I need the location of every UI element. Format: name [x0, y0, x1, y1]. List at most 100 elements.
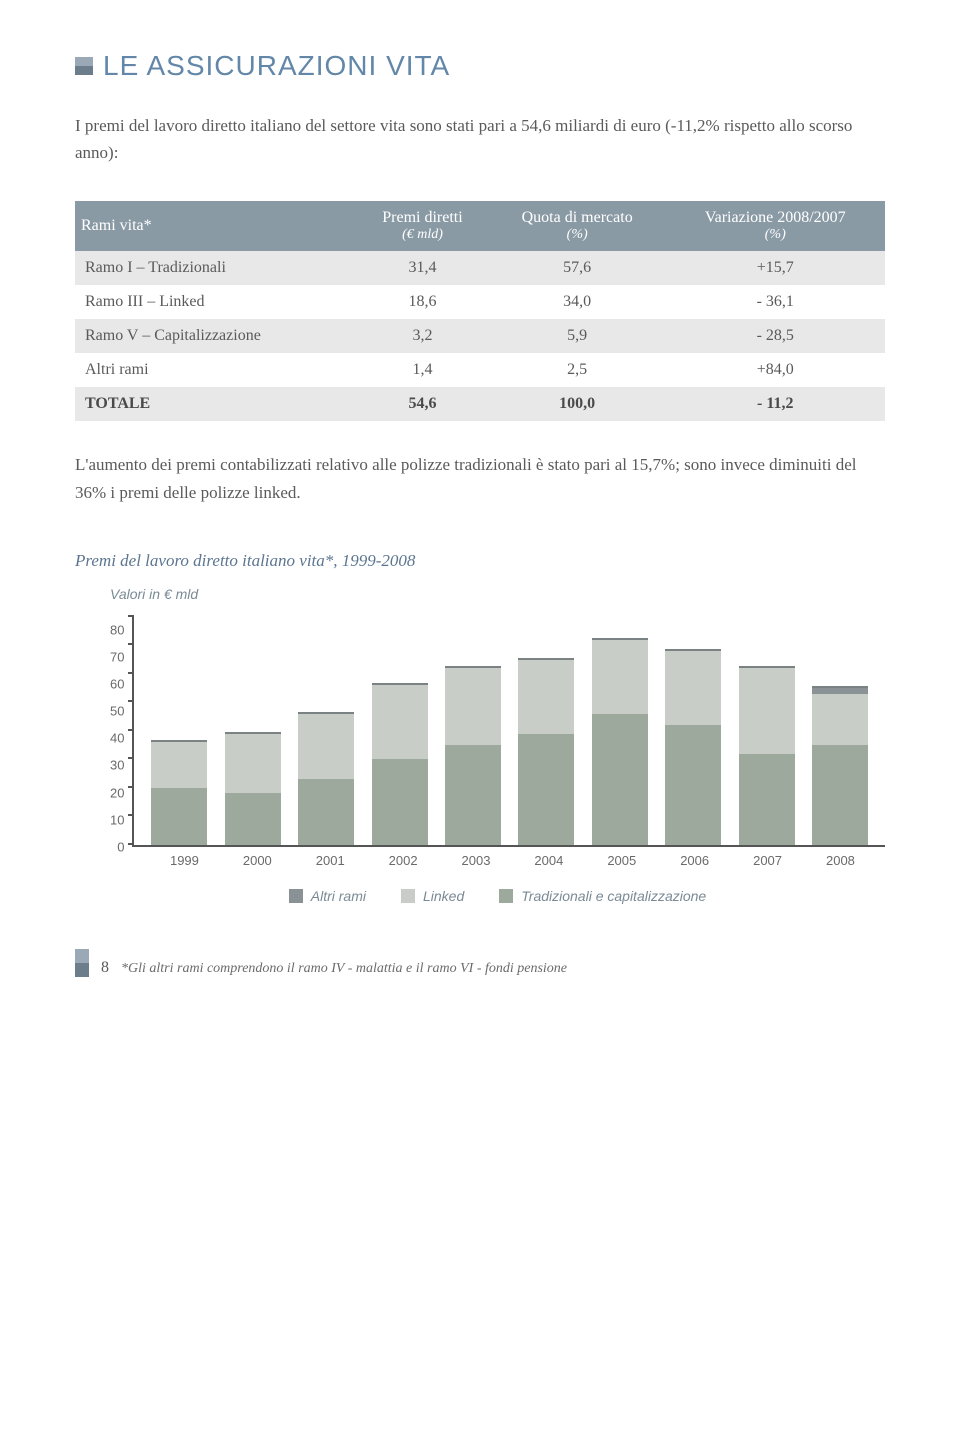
- y-tick-label: 40: [110, 732, 124, 745]
- x-axis-labels: 1999200020012002200320042005200620072008: [140, 847, 885, 868]
- stacked-bar: [812, 617, 868, 845]
- col-header: Rami vita*: [75, 201, 356, 251]
- table-cell: - 28,5: [666, 319, 885, 353]
- intro-paragraph: I premi del lavoro diretto italiano del …: [75, 112, 885, 166]
- bar-segment: [372, 759, 428, 845]
- bar-segment: [592, 640, 648, 714]
- table-cell: Ramo V – Capitalizzazione: [75, 319, 356, 353]
- table-cell: 100,0: [489, 387, 666, 421]
- stacked-bar: [151, 617, 207, 845]
- rami-table: Rami vita* Premi diretti(€ mld) Quota di…: [75, 201, 885, 421]
- bar-segment: [372, 685, 428, 759]
- stacked-bar: [518, 617, 574, 845]
- stacked-bar: [592, 617, 648, 845]
- legend-label: Altri rami: [311, 888, 366, 904]
- legend-item: Linked: [401, 888, 464, 904]
- chart-subtitle: Valori in € mld: [110, 586, 885, 602]
- y-tick-label: 0: [117, 840, 124, 853]
- stacked-bar-chart: 01020304050607080: [110, 617, 885, 847]
- y-tick-label: 60: [110, 678, 124, 691]
- y-tick-label: 10: [110, 813, 124, 826]
- x-tick-label: 2004: [521, 853, 577, 868]
- bar-segment: [812, 745, 868, 845]
- table-cell: +15,7: [666, 251, 885, 285]
- bar-segment: [298, 779, 354, 845]
- chart-legend: Altri rami Linked Tradizionali e capital…: [110, 888, 885, 904]
- table-cell: +84,0: [666, 353, 885, 387]
- x-tick-label: 2008: [812, 853, 868, 868]
- y-tick-label: 70: [110, 650, 124, 663]
- bar-column: [739, 617, 795, 845]
- plot-area: [132, 617, 885, 847]
- table-row: Ramo III – Linked18,634,0- 36,1: [75, 285, 885, 319]
- bar-segment: [518, 734, 574, 845]
- table-cell: 57,6: [489, 251, 666, 285]
- table-cell: 34,0: [489, 285, 666, 319]
- bar-segment: [665, 651, 721, 725]
- table-cell: 3,2: [356, 319, 489, 353]
- legend-item: Tradizionali e capitalizzazione: [499, 888, 706, 904]
- body-paragraph: L'aumento dei premi contabilizzati relat…: [75, 451, 885, 505]
- stacked-bar: [665, 617, 721, 845]
- bar-segment: [812, 686, 868, 694]
- stacked-bar: [372, 617, 428, 845]
- x-tick-label: 2000: [229, 853, 285, 868]
- table-cell: 1,4: [356, 353, 489, 387]
- col-header: Quota di mercato(%): [489, 201, 666, 251]
- stacked-bar: [298, 617, 354, 845]
- bar-column: [665, 617, 721, 845]
- table-row: Ramo V – Capitalizzazione3,25,9- 28,5: [75, 319, 885, 353]
- table-cell: 18,6: [356, 285, 489, 319]
- footnote-text: *Gli altri rami comprendono il ramo IV -…: [121, 961, 885, 977]
- bar-segment: [298, 714, 354, 780]
- table-row: Altri rami1,42,5+84,0: [75, 353, 885, 387]
- table-cell: - 11,2: [666, 387, 885, 421]
- table-cell: - 36,1: [666, 285, 885, 319]
- page-number: 8: [101, 959, 109, 977]
- table-row: TOTALE54,6100,0- 11,2: [75, 387, 885, 421]
- bar-column: [225, 617, 281, 845]
- legend-label: Linked: [423, 888, 464, 904]
- table-cell: 5,9: [489, 319, 666, 353]
- legend-item: Altri rami: [289, 888, 366, 904]
- title-row: LE ASSICURAZIONI VITA: [75, 50, 885, 82]
- x-tick-label: 2001: [302, 853, 358, 868]
- x-tick-label: 1999: [156, 853, 212, 868]
- stacked-bar: [739, 617, 795, 845]
- y-tick-label: 20: [110, 786, 124, 799]
- bar-segment: [445, 745, 501, 845]
- table-row: Ramo I – Tradizionali31,457,6+15,7: [75, 251, 885, 285]
- bar-segment: [592, 714, 648, 845]
- bar-column: [518, 617, 574, 845]
- footnote-row: 8 *Gli altri rami comprendono il ramo IV…: [75, 949, 885, 977]
- bar-column: [445, 617, 501, 845]
- y-axis: 01020304050607080: [110, 617, 132, 847]
- swatch-icon: [401, 889, 415, 903]
- legend-label: Tradizionali e capitalizzazione: [521, 888, 706, 904]
- y-tick-label: 80: [110, 623, 124, 636]
- table-cell: Altri rami: [75, 353, 356, 387]
- y-tick-label: 30: [110, 759, 124, 772]
- bar-segment: [812, 694, 868, 745]
- chart-container: Valori in € mld 0 10 20 30 40 50 60 70 80 1999 20…: [75, 586, 885, 904]
- x-tick-label: 2006: [667, 853, 723, 868]
- bar-segment: [445, 668, 501, 745]
- table-cell: 31,4: [356, 251, 489, 285]
- table-cell: 54,6: [356, 387, 489, 421]
- table-cell: Ramo I – Tradizionali: [75, 251, 356, 285]
- chart-title: Premi del lavoro diretto italiano vita*,…: [75, 551, 885, 571]
- page-title: LE ASSICURAZIONI VITA: [103, 50, 450, 82]
- x-tick-label: 2003: [448, 853, 504, 868]
- bar-column: [812, 617, 868, 845]
- y-tick-label: 50: [110, 705, 124, 718]
- bar-column: [372, 617, 428, 845]
- page: LE ASSICURAZIONI VITA I premi del lavoro…: [0, 0, 960, 1007]
- bar-column: [151, 617, 207, 845]
- swatch-icon: [499, 889, 513, 903]
- table-cell: TOTALE: [75, 387, 356, 421]
- bar-segment: [225, 734, 281, 794]
- bar-segment: [151, 742, 207, 788]
- bar-segment: [151, 788, 207, 845]
- bar-column: [592, 617, 648, 845]
- x-tick-label: 2005: [594, 853, 650, 868]
